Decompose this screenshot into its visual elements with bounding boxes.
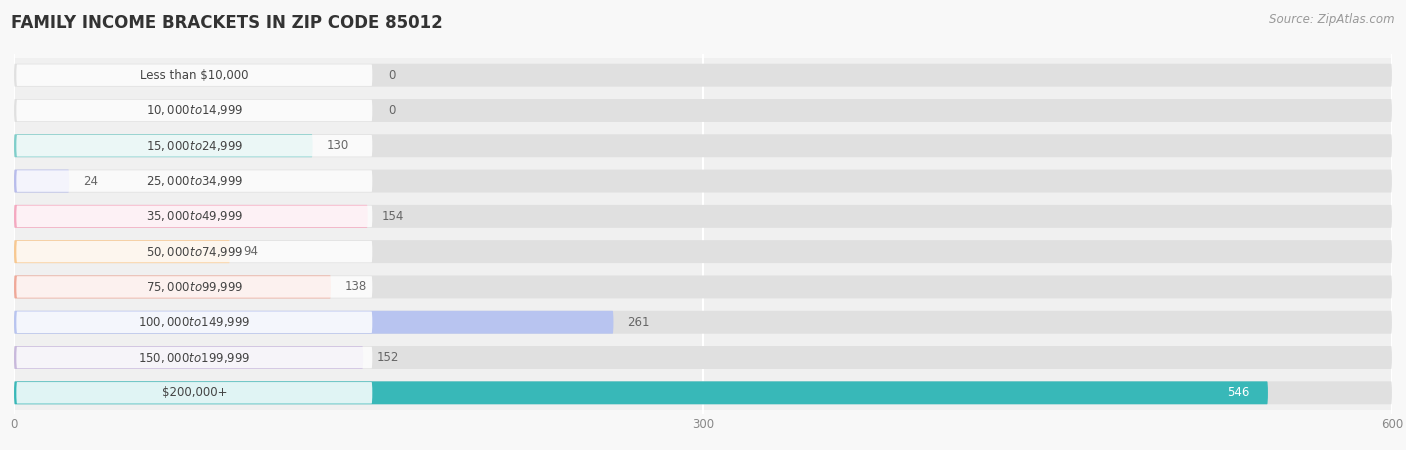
Text: 261: 261 xyxy=(627,316,650,329)
FancyBboxPatch shape xyxy=(17,64,373,86)
Text: $15,000 to $24,999: $15,000 to $24,999 xyxy=(146,139,243,153)
Bar xyxy=(14,234,1392,269)
FancyBboxPatch shape xyxy=(14,346,363,369)
FancyBboxPatch shape xyxy=(17,206,373,227)
FancyBboxPatch shape xyxy=(17,135,373,157)
FancyBboxPatch shape xyxy=(14,346,1392,369)
Text: Source: ZipAtlas.com: Source: ZipAtlas.com xyxy=(1270,14,1395,27)
Bar xyxy=(14,128,1392,163)
FancyBboxPatch shape xyxy=(14,134,312,157)
Text: 24: 24 xyxy=(83,175,98,188)
Text: FAMILY INCOME BRACKETS IN ZIP CODE 85012: FAMILY INCOME BRACKETS IN ZIP CODE 85012 xyxy=(11,14,443,32)
FancyBboxPatch shape xyxy=(14,205,368,228)
Bar xyxy=(14,163,1392,199)
FancyBboxPatch shape xyxy=(14,381,1392,404)
Text: $200,000+: $200,000+ xyxy=(162,386,228,399)
FancyBboxPatch shape xyxy=(14,240,1392,263)
FancyBboxPatch shape xyxy=(17,170,373,192)
Text: 130: 130 xyxy=(326,139,349,152)
Text: 138: 138 xyxy=(344,280,367,293)
FancyBboxPatch shape xyxy=(14,311,613,334)
Bar xyxy=(14,269,1392,305)
Text: 154: 154 xyxy=(381,210,404,223)
FancyBboxPatch shape xyxy=(17,382,373,404)
Text: $35,000 to $49,999: $35,000 to $49,999 xyxy=(146,209,243,223)
FancyBboxPatch shape xyxy=(14,240,231,263)
Text: 0: 0 xyxy=(388,69,395,82)
FancyBboxPatch shape xyxy=(14,275,330,298)
FancyBboxPatch shape xyxy=(14,170,69,193)
Text: Less than $10,000: Less than $10,000 xyxy=(141,69,249,82)
Text: $75,000 to $99,999: $75,000 to $99,999 xyxy=(146,280,243,294)
FancyBboxPatch shape xyxy=(14,170,1392,193)
FancyBboxPatch shape xyxy=(14,205,1392,228)
FancyBboxPatch shape xyxy=(14,311,1392,334)
FancyBboxPatch shape xyxy=(14,381,1268,404)
FancyBboxPatch shape xyxy=(14,134,1392,157)
FancyBboxPatch shape xyxy=(17,241,373,262)
Bar xyxy=(14,58,1392,93)
FancyBboxPatch shape xyxy=(14,99,1392,122)
Text: 0: 0 xyxy=(388,104,395,117)
Bar xyxy=(14,340,1392,375)
Bar xyxy=(14,93,1392,128)
Text: 94: 94 xyxy=(243,245,259,258)
Bar xyxy=(14,375,1392,410)
FancyBboxPatch shape xyxy=(17,276,373,298)
Text: $150,000 to $199,999: $150,000 to $199,999 xyxy=(138,351,250,364)
Text: $10,000 to $14,999: $10,000 to $14,999 xyxy=(146,104,243,117)
Text: $100,000 to $149,999: $100,000 to $149,999 xyxy=(138,315,250,329)
FancyBboxPatch shape xyxy=(17,100,373,121)
Bar xyxy=(14,199,1392,234)
FancyBboxPatch shape xyxy=(14,275,1392,298)
FancyBboxPatch shape xyxy=(17,347,373,368)
Text: $50,000 to $74,999: $50,000 to $74,999 xyxy=(146,245,243,259)
Text: 152: 152 xyxy=(377,351,399,364)
FancyBboxPatch shape xyxy=(17,311,373,333)
Bar xyxy=(14,305,1392,340)
Text: $25,000 to $34,999: $25,000 to $34,999 xyxy=(146,174,243,188)
Text: 546: 546 xyxy=(1227,386,1250,399)
FancyBboxPatch shape xyxy=(14,64,1392,87)
